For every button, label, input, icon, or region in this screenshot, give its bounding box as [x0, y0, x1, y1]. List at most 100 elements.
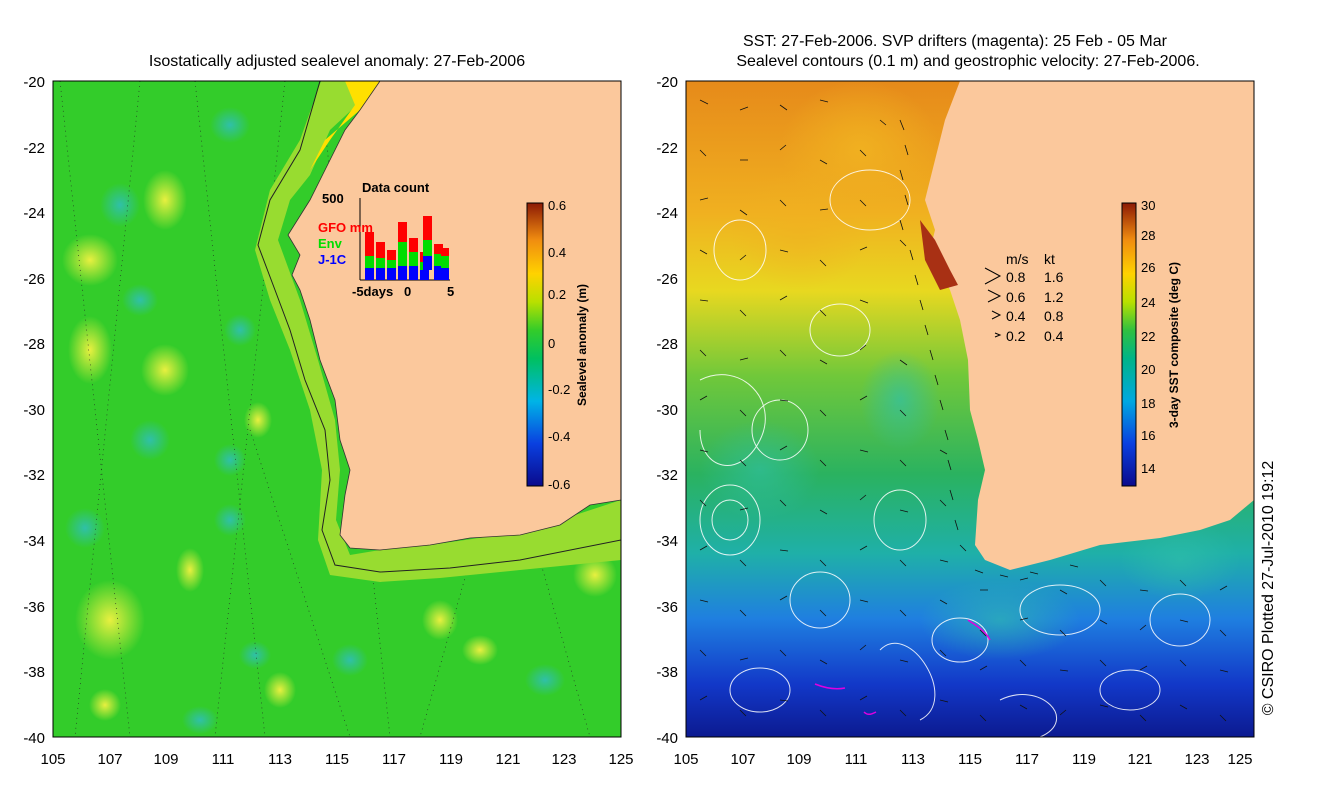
shark-bay-warm-water [920, 220, 958, 290]
right-xtick: 119 [1072, 751, 1096, 768]
left-ytick: -22 [23, 140, 45, 157]
right-y-axis: -20 -22 -24 -26 -28 -30 -32 -34 -36 -38 … [656, 74, 678, 747]
left-xtick: 125 [608, 751, 633, 768]
velocity-ms: 0.8 [1006, 269, 1026, 285]
velocity-legend: m/s kt 0.8 1.6 0.6 1.2 0.4 0.8 0.2 0.4 [984, 251, 1064, 344]
coastal-shelf-band [255, 81, 621, 582]
left-ytick: -26 [23, 271, 45, 288]
right-ytick: -20 [656, 74, 678, 91]
sst-cbar-tick: 18 [1141, 396, 1155, 411]
inset-bars [365, 216, 449, 280]
left-ytick: -40 [23, 730, 45, 747]
csiro-credit: © CSIRO Plotted 27-Jul-2010 19:12 [1260, 461, 1277, 716]
right-ytick: -26 [656, 271, 678, 288]
right-panel-title-line2: Sealevel contours (0.1 m) and geostrophi… [736, 53, 1199, 70]
left-xtick: 109 [153, 751, 178, 768]
left-ytick: -34 [23, 533, 45, 550]
sst-cbar-tick: 28 [1141, 228, 1155, 243]
svp-drifter-tracks [814, 619, 991, 716]
data-count-inset: Data count 500 GFO mm Env J-1C -5days 0 … [318, 180, 454, 299]
coastal-yellow-band [310, 81, 400, 170]
right-panel-title-line1: SST: 27-Feb-2006. SVP drifters (magenta)… [743, 33, 1168, 50]
velocity-arrow-icon [987, 289, 1002, 303]
right-ytick: -24 [656, 205, 678, 222]
right-ytick: -30 [656, 402, 678, 419]
right-ytick: -34 [656, 533, 678, 550]
sla-colorbar-ramp [526, 202, 544, 487]
right-xtick: 113 [901, 751, 925, 768]
sla-cbar-tick: 0.4 [548, 245, 566, 260]
right-xtick: 121 [1127, 751, 1152, 768]
velocity-ms: 0.4 [1006, 308, 1026, 324]
right-xtick: 107 [730, 751, 755, 768]
inset-legend-j1c: J-1C [318, 252, 347, 267]
sst-cbar-tick: 26 [1141, 260, 1155, 275]
left-xtick: 105 [40, 751, 65, 768]
sla-cbar-tick: 0.2 [548, 287, 566, 302]
inset-ymax: 500 [322, 191, 344, 206]
sst-colorbar-ramp [1121, 202, 1137, 487]
velocity-ms: 0.2 [1006, 328, 1026, 344]
inset-xlabel-zero: 0 [404, 284, 411, 299]
right-panel: SST: 27-Feb-2006. SVP drifters (magenta)… [656, 33, 1255, 768]
land-mass-right [925, 81, 1254, 570]
left-ytick: -38 [23, 664, 45, 681]
velocity-kt: 0.8 [1044, 308, 1064, 324]
left-x-axis: 105 107 109 111 113 115 117 119 121 123 … [40, 751, 633, 768]
right-ytick: -36 [656, 599, 678, 616]
inset-xlabel-start: -5days [352, 284, 393, 299]
right-ytick: -38 [656, 664, 678, 681]
left-panel-title: Isostatically adjusted sealevel anomaly:… [149, 53, 525, 70]
isobath-line [257, 81, 621, 573]
velocity-arrow-icon [984, 267, 1002, 285]
sst-colorbar: 30 28 26 24 22 20 18 16 14 3-day SST com… [1121, 198, 1181, 487]
inset-title: Data count [362, 180, 430, 195]
right-map-frame [685, 80, 1255, 738]
sst-cbar-tick: 14 [1141, 461, 1155, 476]
left-ytick: -28 [23, 336, 45, 353]
right-xtick: 125 [1227, 751, 1252, 768]
left-xtick: 111 [212, 751, 235, 768]
left-xtick: 117 [382, 751, 406, 768]
right-ytick: -40 [656, 730, 678, 747]
inset-legend-env: Env [318, 236, 343, 251]
left-ytick: -36 [23, 599, 45, 616]
right-xtick: 105 [673, 751, 698, 768]
left-xtick: 113 [268, 751, 292, 768]
sla-cbar-tick: -0.2 [548, 382, 570, 397]
sla-cbar-label: Sealevel anomaly (m) [575, 284, 589, 406]
right-xtick: 123 [1184, 751, 1209, 768]
sealevel-contours [699, 169, 1211, 737]
sla-colorbar: 0.6 0.4 0.2 0 -0.2 -0.4 -0.6 Sealevel an… [526, 198, 589, 492]
velocity-legend-header-ms: m/s [1006, 251, 1029, 267]
velocity-kt: 1.6 [1044, 269, 1064, 285]
sst-cbar-tick: 24 [1141, 295, 1155, 310]
sla-cbar-tick: 0 [548, 336, 555, 351]
sst-cbar-tick: 22 [1141, 329, 1155, 344]
sla-cbar-tick: 0.6 [548, 198, 566, 213]
right-xtick: 109 [786, 751, 811, 768]
right-xtick: 117 [1015, 751, 1039, 768]
velocity-arrow-icon [991, 310, 1002, 320]
velocity-kt: 0.4 [1044, 328, 1064, 344]
sst-cbar-tick: 30 [1141, 198, 1155, 213]
velocity-arrows [699, 99, 1229, 722]
left-xtick: 121 [495, 751, 520, 768]
left-map-frame [52, 80, 622, 738]
velocity-legend-header-kt: kt [1044, 251, 1055, 267]
left-y-axis: -20 -22 -24 -26 -28 -30 -32 -34 -36 -38 … [23, 74, 45, 747]
right-xtick: 115 [958, 751, 982, 768]
left-ytick: -20 [23, 74, 45, 91]
left-ytick: -30 [23, 402, 45, 419]
sst-map [686, 81, 1254, 737]
sla-cbar-tick: -0.4 [548, 429, 570, 444]
velocity-ms: 0.6 [1006, 289, 1026, 305]
right-ytick: -32 [656, 467, 678, 484]
inset-xlabel-end: 5 [447, 284, 454, 299]
sst-cbar-tick: 20 [1141, 362, 1155, 377]
velocity-kt: 1.2 [1044, 289, 1064, 305]
velocity-arrow-icon [994, 332, 1002, 338]
right-x-axis: 105 107 109 111 113 115 117 119 121 123 … [673, 751, 1252, 768]
right-xtick: 111 [845, 751, 868, 768]
